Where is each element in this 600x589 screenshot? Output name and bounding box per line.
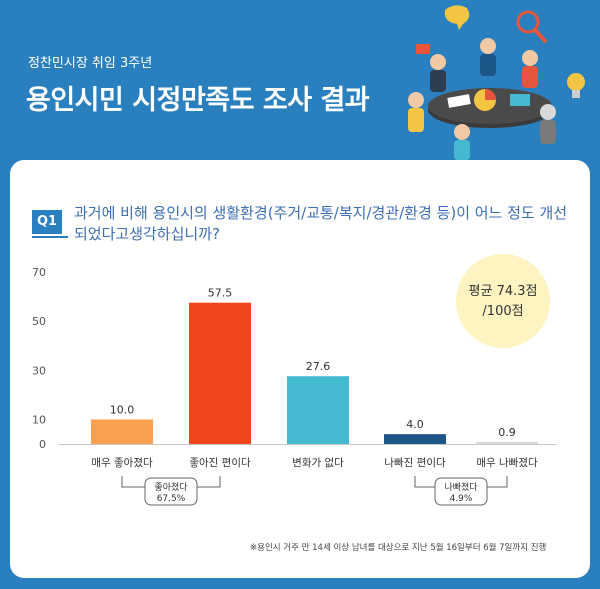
question-text: 과거에 비해 용인시의 생활환경(주거/교통/복지/경관/환경 등)이 어느 정… (74, 204, 568, 243)
question-badge: Q1 (32, 210, 62, 234)
bar (287, 376, 349, 444)
y-tick-label: 70 (32, 266, 46, 279)
category-label: 변화가 없다 (292, 456, 344, 469)
y-tick-label: 10 (32, 413, 46, 426)
header-title: 용인시민 시정만족도 조사 결과 (26, 85, 370, 116)
y-tick-label: 0 (39, 438, 46, 451)
group-label: 좋아졌다 (154, 481, 188, 493)
data-label: 0.9 (498, 426, 516, 439)
average-score: 평균 74.3점 (468, 284, 538, 299)
category-label: 매우 나빠졌다 (476, 456, 538, 469)
footnote: ※용인시 거주 만 14세 이상 남녀를 대상으로 지난 5월 16일부터 6월… (250, 543, 547, 553)
group-box (144, 477, 198, 506)
data-label: 4.0 (406, 418, 424, 431)
bar (476, 441, 538, 444)
y-tick-label: 50 (32, 315, 46, 328)
bar (384, 434, 446, 444)
bar (91, 419, 153, 444)
average-scale: /100점 (482, 304, 524, 319)
group-value: 67.5% (157, 494, 186, 504)
y-tick-label: 30 (32, 364, 46, 377)
meeting-illustration (408, 5, 585, 160)
group-value: 4.9% (450, 494, 473, 504)
category-label: 매우 좋아졌다 (91, 456, 153, 469)
header: 정찬민시장 취임 3주년 용인시민 시정만족도 조사 결과 (0, 0, 600, 160)
data-label: 57.5 (208, 287, 233, 300)
category-label: 나빠진 편이다 (384, 456, 446, 469)
group-label: 나빠졌다 (444, 481, 478, 493)
header-subtitle: 정찬민시장 취임 3주년 (28, 56, 153, 71)
average-score-circle: 평균 74.3점 /100점 (456, 254, 550, 348)
bar (189, 302, 251, 444)
data-label: 27.6 (306, 360, 331, 373)
badge-underline (32, 236, 68, 238)
data-label: 10.0 (110, 403, 135, 416)
group-bracket (121, 476, 221, 488)
survey-card: Q1 과거에 비해 용인시의 생활환경(주거/교통/복지/경관/환경 등)이 어… (10, 160, 590, 578)
group-bracket (414, 476, 508, 488)
group-box (434, 477, 488, 506)
category-label: 좋아진 편이다 (189, 456, 251, 469)
